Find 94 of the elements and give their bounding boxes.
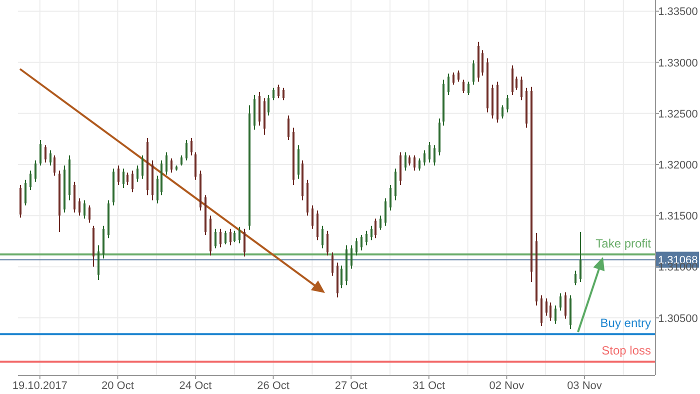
candlestick [516, 76, 518, 90]
candlestick [418, 158, 420, 172]
candlestick [366, 230, 368, 246]
candlestick [230, 228, 232, 246]
candlestick [214, 228, 216, 249]
candlestick [384, 198, 386, 226]
candlestick [404, 152, 406, 172]
candlestick [44, 144, 46, 163]
candlestick [564, 292, 566, 320]
candlestick [166, 152, 168, 176]
candlestick [316, 210, 318, 241]
x-tick-label: 27 Oct [334, 380, 368, 392]
candlestick [428, 142, 430, 163]
candlestick [234, 230, 236, 243]
candlestick [156, 175, 158, 204]
y-tick-label: 1.33000 [658, 57, 698, 70]
candlestick [554, 305, 556, 324]
candlestick [360, 234, 362, 251]
candlestick [78, 198, 80, 216]
candlestick [506, 94, 508, 113]
candlestick [462, 79, 464, 94]
candlestick [24, 179, 26, 206]
candlestick [136, 165, 138, 182]
candlestick [142, 154, 144, 180]
candlestick [272, 87, 274, 101]
candlestick [54, 154, 56, 176]
x-tick-label: 26 Oct [257, 380, 290, 392]
x-tick-label: 24 Oct [179, 380, 212, 392]
candlestick [434, 144, 436, 166]
y-tick-label: 1.31500 [658, 210, 698, 223]
candlestick [482, 50, 484, 76]
candlestick [546, 298, 548, 316]
candlestick [238, 226, 240, 244]
candlestick [468, 81, 470, 96]
candlestick [194, 152, 196, 180]
candlestick [84, 200, 86, 220]
candlestick [448, 73, 450, 96]
candlestick [190, 137, 192, 156]
candlestick [374, 218, 376, 239]
candlestick [132, 170, 134, 193]
candlestick [580, 231, 582, 283]
candlestick [88, 204, 90, 224]
candlestick [512, 64, 514, 96]
candlestick [326, 230, 328, 256]
candlestick [312, 204, 314, 230]
y-tick-label: 1.33500 [658, 6, 698, 18]
candlestick [380, 215, 382, 230]
candlestick [550, 302, 552, 322]
candlestick [408, 154, 410, 166]
candlestick [424, 150, 426, 166]
x-tick-label: 02 Nov [489, 380, 525, 392]
candlestick [414, 154, 416, 172]
candlestick [122, 168, 124, 189]
candlestick [520, 76, 522, 101]
candlestick [458, 70, 460, 82]
candlestick [356, 238, 358, 256]
candlestick [244, 228, 246, 257]
candlestick [170, 158, 172, 174]
candlestick [40, 139, 42, 166]
candlestick [288, 114, 290, 140]
x-tick-label: 19.10.2017 [12, 380, 68, 392]
candlestick [118, 165, 120, 186]
candlestick [224, 230, 226, 245]
ref-line-label: Take profit [596, 236, 652, 250]
candlestick [180, 154, 182, 166]
candlestick [220, 228, 222, 248]
ref-line-label: Stop loss [602, 344, 651, 358]
candlestick [350, 244, 352, 270]
candlestick [278, 84, 280, 99]
candlestick [98, 244, 100, 280]
x-tick-label: 20 Oct [101, 380, 134, 392]
candlestick [390, 184, 392, 211]
candlestick [34, 160, 36, 182]
y-tick-label: 1.30500 [658, 312, 698, 325]
y-tick-label: 1.32000 [658, 160, 698, 172]
candlestick [502, 104, 504, 120]
candlestick [452, 72, 454, 86]
y-tick-label: 1.32500 [658, 108, 698, 120]
x-tick-label: 03 Nov [567, 380, 602, 392]
candlestick [560, 292, 562, 312]
candlestick [340, 265, 342, 289]
candlestick [370, 225, 372, 241]
candlestick [50, 150, 52, 166]
candlestick [30, 170, 32, 191]
candlestick [472, 60, 474, 86]
x-tick-label: 31 Oct [412, 380, 446, 392]
candlestick [332, 252, 334, 276]
candlestick [186, 139, 188, 161]
ref-line-label: Buy entry [600, 316, 651, 330]
candlestick [574, 270, 576, 286]
candlestick [268, 94, 270, 116]
candlestick [126, 172, 128, 186]
candlestick [322, 225, 324, 249]
candlestick [282, 87, 284, 101]
